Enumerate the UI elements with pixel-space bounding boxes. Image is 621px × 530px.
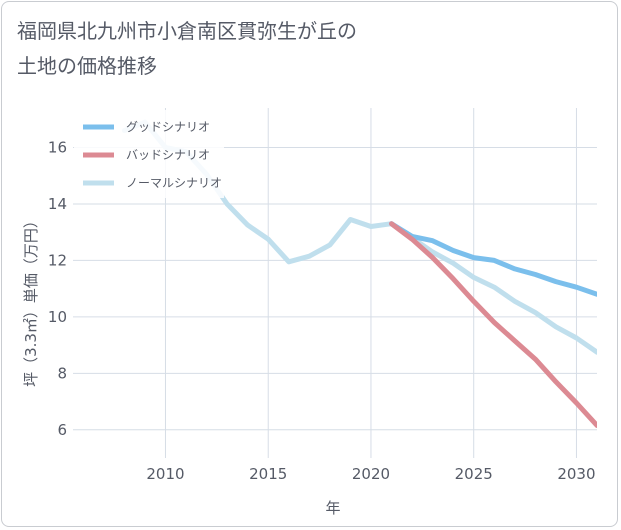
grid-lines [73,108,597,458]
axis-ticks: 2010 2015 2020 2025 2030 6 8 10 12 14 16 [48,139,596,483]
y-tick-label: 14 [48,195,67,213]
x-tick-label: 2025 [455,465,493,483]
y-tick-label: 10 [48,308,67,326]
x-tick-label: 2015 [249,465,287,483]
series-line-1 [389,221,597,428]
y-tick-label: 16 [48,139,67,157]
y-tick-label: 8 [57,364,67,382]
x-tick-label: 2010 [146,465,184,483]
x-tick-label: 2020 [352,465,390,483]
legend-label: バッドシナリオ [126,148,210,162]
y-tick-label: 6 [57,421,67,439]
chart-title-line2: 土地の価格推移 [17,54,157,78]
x-axis-label: 年 [325,499,340,517]
y-axis-label: 坪（3.3㎡）単価（万円） [22,213,40,387]
chart-title-line1: 福岡県北九州市小倉南区貫弥生が丘の [17,19,357,43]
y-tick-label: 12 [48,251,67,269]
x-tick-label: 2030 [557,465,595,483]
series-line-0 [389,221,597,297]
legend-label: グッドシナリオ [126,120,210,134]
legend-label: ノーマルシナリオ [126,176,222,190]
chart-title: 福岡県北九州市小倉南区貫弥生が丘の 土地の価格推移 [17,14,357,84]
